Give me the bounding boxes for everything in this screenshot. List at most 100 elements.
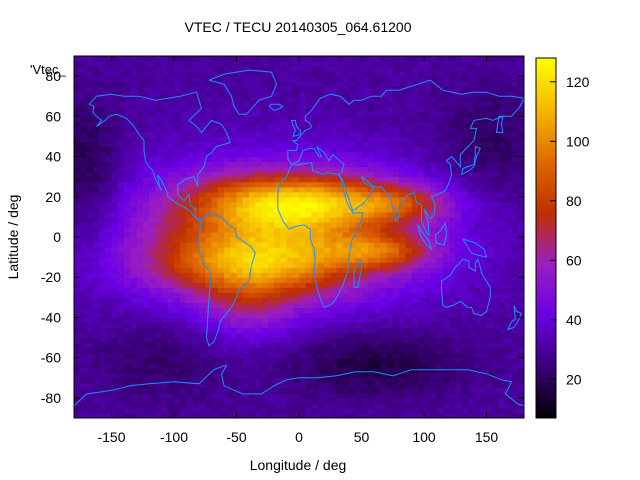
heatmap-cell — [255, 146, 263, 153]
heatmap-cell — [355, 402, 363, 409]
heatmap-cell — [430, 367, 438, 374]
heatmap-cell — [230, 216, 238, 223]
heatmap-cell — [261, 282, 269, 288]
heatmap-cell — [74, 166, 81, 173]
heatmap-cell — [199, 111, 206, 117]
heatmap-cell — [155, 237, 163, 243]
heatmap-cell — [99, 367, 106, 374]
heatmap-cell — [267, 121, 275, 127]
heatmap-cell — [330, 372, 338, 379]
heatmap-cell — [286, 201, 294, 208]
heatmap-cell — [186, 297, 194, 303]
heatmap-cell — [492, 387, 500, 394]
heatmap-cell — [205, 71, 213, 77]
heatmap-cell — [280, 302, 288, 308]
heatmap-cell — [505, 181, 513, 188]
heatmap-cell — [474, 71, 481, 77]
heatmap-cell — [142, 382, 150, 389]
heatmap-cell — [161, 412, 169, 418]
heatmap-cell — [324, 166, 331, 173]
heatmap-cell — [161, 267, 169, 273]
heatmap-cell — [161, 352, 169, 359]
heatmap-cell — [80, 307, 88, 314]
heatmap-cell — [305, 267, 313, 273]
heatmap-cell — [424, 126, 431, 133]
heatmap-cell — [317, 216, 325, 223]
heatmap-cell — [436, 71, 444, 77]
heatmap-cell — [461, 307, 469, 314]
heatmap-cell — [255, 76, 263, 82]
heatmap-cell — [349, 121, 356, 127]
heatmap-cell — [317, 382, 325, 389]
heatmap-cell — [305, 387, 313, 394]
heatmap-cell — [117, 347, 125, 354]
heatmap-cell — [392, 317, 400, 324]
heatmap-cell — [224, 272, 231, 278]
heatmap-cell — [292, 377, 300, 384]
heatmap-cell — [236, 347, 244, 354]
heatmap-cell — [217, 277, 225, 283]
heatmap-cell — [417, 352, 425, 359]
heatmap-cell — [492, 161, 500, 168]
heatmap-cell — [274, 307, 281, 314]
heatmap-cell — [130, 392, 138, 399]
heatmap-cell — [249, 347, 256, 354]
heatmap-cell — [167, 86, 175, 92]
heatmap-cell — [424, 392, 431, 399]
heatmap-cell — [486, 267, 494, 273]
heatmap-cell — [117, 367, 125, 374]
heatmap-cell — [199, 407, 206, 414]
heatmap-cell — [180, 91, 188, 97]
heatmap-cell — [205, 287, 213, 293]
heatmap-cell — [449, 71, 456, 77]
heatmap-cell — [505, 382, 513, 389]
heatmap-cell — [374, 362, 381, 369]
heatmap-cell — [92, 216, 100, 223]
heatmap-cell — [80, 367, 88, 374]
heatmap-cell — [361, 121, 369, 127]
heatmap-cell — [261, 71, 269, 77]
heatmap-cell — [349, 146, 356, 153]
heatmap-cell — [486, 166, 494, 173]
heatmap-cell — [405, 76, 413, 82]
heatmap-cell — [342, 337, 350, 344]
heatmap-cell — [280, 362, 288, 369]
heatmap-cell — [105, 81, 113, 87]
heatmap-cell — [305, 262, 313, 268]
heatmap-cell — [511, 166, 519, 173]
heatmap-cell — [430, 196, 438, 203]
heatmap-cell — [461, 156, 469, 163]
heatmap-cell — [480, 372, 488, 379]
heatmap-cell — [142, 367, 150, 374]
heatmap-cell — [311, 337, 319, 344]
heatmap-cell — [192, 242, 200, 248]
heatmap-cell — [349, 91, 356, 97]
heatmap-cell — [505, 71, 513, 77]
heatmap-cell — [199, 186, 206, 193]
heatmap-cell — [430, 392, 438, 399]
heatmap-cell — [474, 121, 481, 127]
heatmap-cell — [267, 211, 275, 218]
heatmap-cell — [80, 166, 88, 173]
heatmap-cell — [124, 242, 131, 248]
heatmap-cell — [305, 282, 313, 288]
heatmap-cell — [124, 312, 131, 319]
heatmap-cell — [311, 392, 319, 399]
heatmap-cell — [74, 96, 81, 102]
heatmap-cell — [274, 221, 281, 228]
heatmap-cell — [86, 176, 94, 183]
heatmap-cell — [130, 247, 138, 253]
heatmap-cell — [517, 362, 524, 369]
heatmap-cell — [130, 216, 138, 223]
heatmap-cell — [361, 136, 369, 143]
heatmap-cell — [180, 86, 188, 92]
heatmap-cell — [299, 216, 306, 223]
heatmap-cell — [224, 277, 231, 283]
heatmap-cell — [399, 171, 406, 178]
heatmap-cell — [367, 216, 375, 223]
heatmap-cell — [280, 247, 288, 253]
heatmap-cell — [236, 397, 244, 404]
heatmap-cell — [280, 196, 288, 203]
heatmap-cell — [111, 302, 119, 308]
heatmap-cell — [436, 141, 444, 148]
